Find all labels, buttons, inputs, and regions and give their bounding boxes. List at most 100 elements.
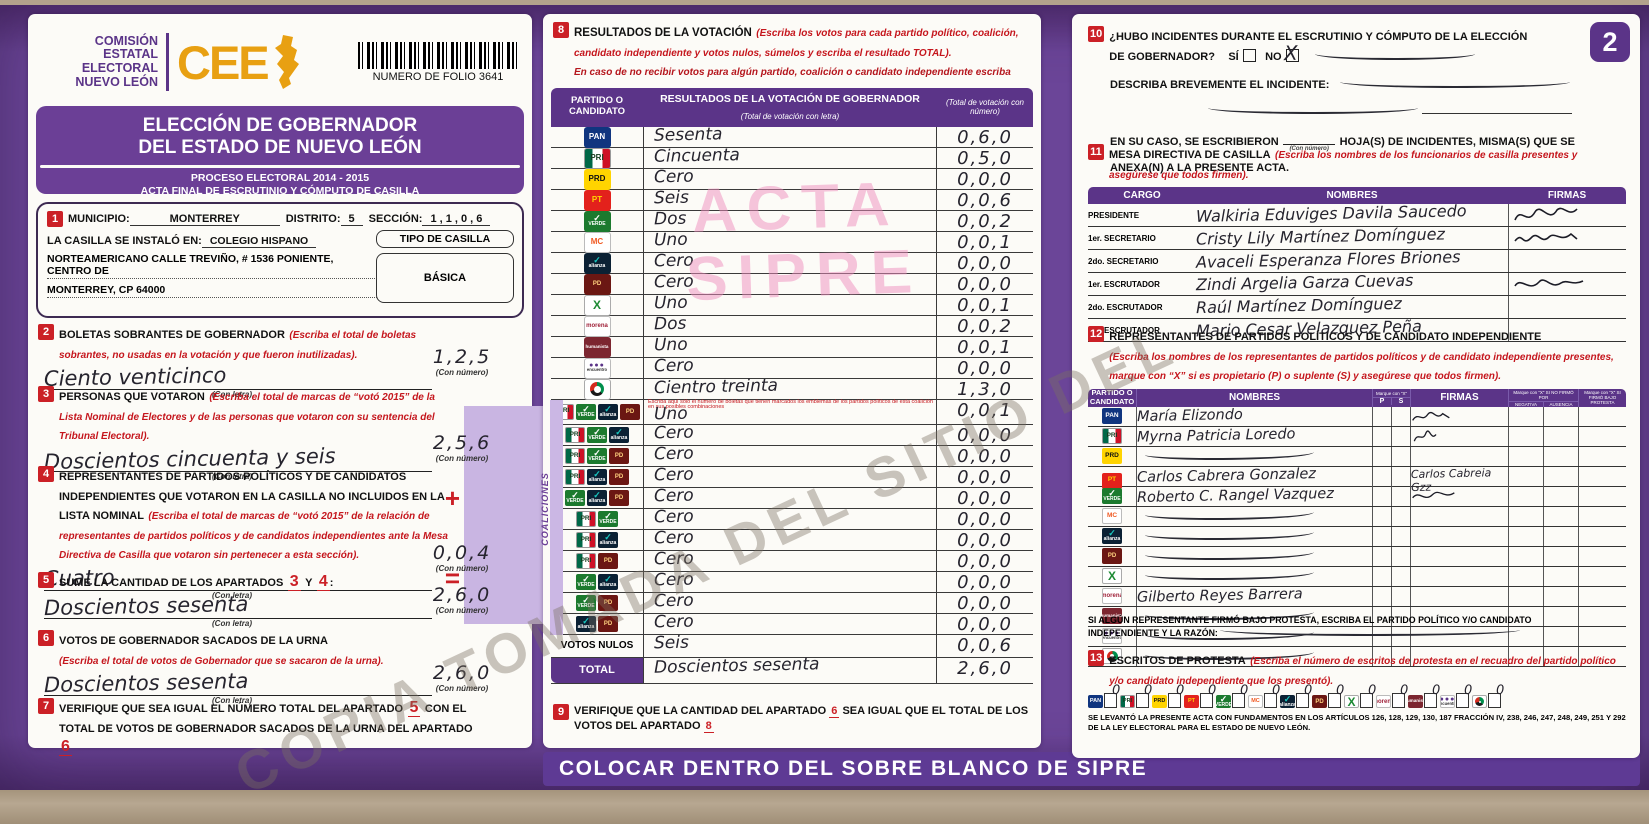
verde-party-logo: ✓ VERDE [583, 210, 611, 232]
signature-scribble [1413, 430, 1437, 441]
numero-cell: 0,0,0 [937, 358, 1033, 379]
pt-party-logo: PT [1184, 695, 1199, 709]
ausencia-cell [1543, 466, 1578, 495]
pri-party-logo: PRI [576, 511, 596, 528]
handwritten-letra: Cero [653, 464, 694, 485]
alianza-party-logo: ✓ alianza [587, 490, 607, 507]
results-row: PRI ✓ VERDE Cero 0,0,0 [551, 506, 1033, 530]
dots-glyph: ●●● [1104, 630, 1120, 638]
party-logo-cell: PRI ✓ alianza [551, 530, 643, 551]
protesta-item: 0 [1472, 683, 1504, 709]
equals-operator: = [444, 563, 460, 593]
ausencia-cell [1543, 586, 1578, 606]
handwritten-number: 1,3,0 [957, 378, 1013, 400]
handwritten-stroke [1145, 570, 1315, 580]
nombre-cell [1136, 446, 1372, 466]
nombre-cell: Avaceli Esperanza Flores Briones [1196, 247, 1508, 272]
pri-party-logo: PRI [576, 553, 596, 570]
handwritten-number: 1,2,5 [432, 346, 492, 368]
lugar-line: COLEGIO HISPANO [201, 235, 317, 248]
handwritten-number: 0,0,0 [957, 592, 1013, 614]
page-number-badge: 2 [1590, 22, 1630, 62]
negativa-cell [1508, 446, 1543, 466]
negativa-cell [1508, 426, 1543, 446]
con-numero-label: (Con número) [435, 564, 489, 573]
verde-party-logo: ✓ VERDE [576, 574, 596, 591]
handwritten-zero: 0 [1303, 682, 1313, 699]
party-label: VERDE [588, 456, 606, 463]
party-logo-cell: X [1088, 567, 1136, 586]
results-row: morena Dos 0,0,2 [551, 313, 1033, 337]
letra-cell: Dos [643, 208, 937, 232]
protesta-item: ✓ alianza 0 [1280, 683, 1312, 709]
section-2-instructions: (Escriba el total de boletas sobrantes, … [59, 330, 417, 361]
pri-party-logo: PRI [576, 532, 596, 549]
handwritten-stroke [1339, 80, 1570, 89]
party-logo-cell: ●●● encuentro [1088, 627, 1136, 646]
verde-party-logo: ✓ VERDE [1216, 695, 1231, 709]
cruzada-party-logo: X [583, 294, 611, 316]
propietario-cell [1372, 606, 1391, 626]
handwritten-letra: Cero [653, 355, 694, 376]
letra-cell: Doscientos sesenta [643, 654, 937, 683]
negativa-cell [1508, 486, 1543, 506]
handwritten-zero: 0 [1271, 682, 1281, 699]
letra-cell: Cero [643, 271, 937, 295]
verde-party-logo: ✓ VERDE [598, 511, 618, 528]
check-glyph: ✓ [593, 255, 601, 266]
nombre-cell: Gilberto Reyes Barrera [1136, 586, 1372, 606]
handwritten-stroke [1145, 610, 1315, 620]
handwritten-stroke [1145, 510, 1315, 520]
results-row: Cientro treinta 1,3,0 [551, 375, 1033, 400]
handwritten-name: Raúl Martínez Domínguez [1195, 293, 1402, 318]
handwritten-name: María Elizondo [1136, 406, 1244, 425]
no-checkbox: X [1284, 40, 1300, 65]
party-logo-cell: PRI ✓ VERDE [551, 509, 643, 530]
numero-field: 0,0,4 (Con número) [416, 542, 508, 573]
handwritten-letra: Uno [653, 403, 688, 424]
prd-party-logo: PRD [1152, 695, 1167, 709]
cargo-label: PRESIDENTE [1088, 210, 1140, 220]
humanista-party-logo: humanista [583, 336, 611, 358]
reps-rows: PAN María Elizondo PRI Myrna Patricia Lored… [1088, 406, 1626, 667]
letra-cell: Cero [643, 506, 937, 530]
dots-glyph: ●●● [589, 362, 605, 370]
handwritten-number: 0,0,1 [957, 231, 1013, 253]
nombre-cell: Carlos Cabrera Gonzalez [1136, 466, 1372, 495]
ausencia-cell [1543, 546, 1578, 566]
party-logo-cell: ✓ alianza [1088, 527, 1136, 546]
org-line: NUEVO LEÓN [75, 74, 158, 89]
handwritten-number: 2,6,0 [432, 584, 492, 606]
verde-party-logo: ✓ VERDE [587, 448, 607, 465]
numero-field: 1,2,5 (Con número) [416, 346, 508, 377]
party-logo-cell: ✓ alianza PD [551, 614, 643, 635]
results-row: PAN Sesenta 0,6,0 [551, 124, 1033, 148]
mesa-rows: PRESIDENTE Walkiria Eduviges Davila Sauce… [1088, 201, 1626, 343]
party-logo-cell: ●●● encuentro [551, 357, 643, 379]
pd-party-logo: PD [609, 448, 629, 465]
section-10-badge: 10 [1088, 26, 1105, 42]
folio-number: NUMERO DE FOLIO 3641 [372, 70, 504, 83]
results-row: PD Cero 0,0,0 [551, 271, 1033, 295]
letra-field: Doscientos cincuenta y seis [44, 443, 432, 474]
protesta-item: PRI 0 [1120, 683, 1152, 709]
handwritten-number: 0,0,1 [957, 336, 1013, 358]
check-glyph: ✓ [593, 427, 601, 438]
ausencia-cell [1543, 606, 1578, 626]
nombre-cell [1136, 566, 1372, 586]
humanista-party-logo: humanista [1408, 695, 1423, 709]
handwritten-number: 0,0,2 [957, 315, 1013, 337]
handwritten-number: 0,0,0 [957, 571, 1013, 593]
party-logo-cell: humanista [551, 336, 643, 358]
pt-party-logo: PT [583, 189, 611, 211]
indep-party-logo [583, 378, 611, 400]
letra-cell: Cientro treinta [643, 375, 937, 400]
ausencia-cell [1543, 406, 1578, 426]
protesta-cell [1578, 486, 1626, 506]
left-panel: COMISIÓN ESTATAL ELECTORAL NUEVO LEÓN CE… [28, 14, 546, 757]
firma-cell [1508, 250, 1626, 273]
mc-party-logo: MC [1102, 508, 1122, 525]
handwritten-number: 0,0,0 [957, 357, 1013, 379]
party-label: alianza [599, 582, 617, 589]
handwritten-number: 0,0,6 [957, 634, 1013, 656]
